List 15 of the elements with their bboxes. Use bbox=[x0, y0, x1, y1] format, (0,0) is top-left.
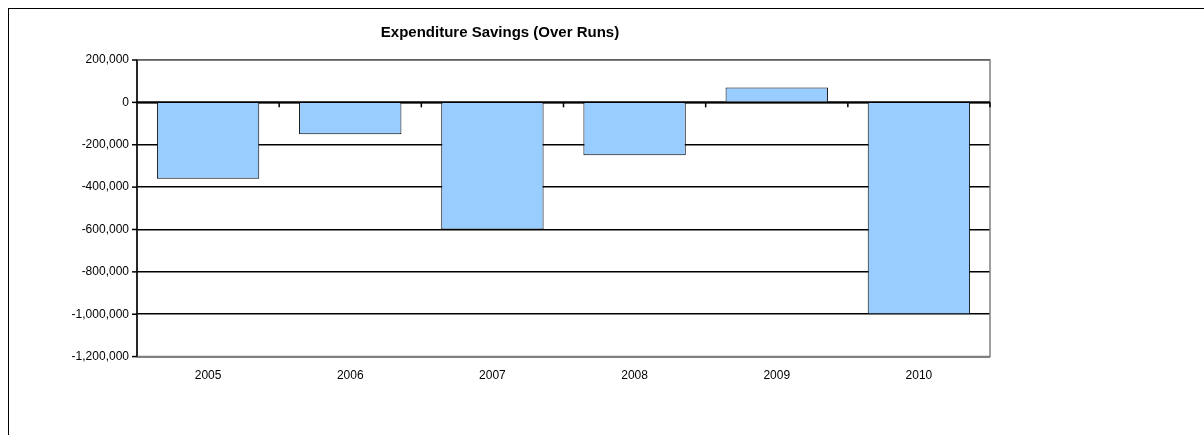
x-tick-label: 2005 bbox=[194, 368, 222, 383]
x-tick-label: 2010 bbox=[905, 368, 933, 383]
y-tick-label: -1,000,000 bbox=[71, 306, 130, 321]
chart-title: Expenditure Savings (Over Runs) bbox=[380, 23, 620, 41]
y-tick-label: 0 bbox=[122, 94, 130, 109]
x-tick-label: 2006 bbox=[336, 368, 364, 383]
y-tick-label: -1,200,000 bbox=[71, 348, 130, 363]
y-tick-label: -600,000 bbox=[81, 221, 130, 236]
y-tick-label: -800,000 bbox=[81, 264, 130, 279]
x-tick-label: 2007 bbox=[479, 368, 507, 383]
x-tick-label: 2008 bbox=[621, 368, 649, 383]
x-tick-label: 2009 bbox=[763, 368, 791, 383]
y-tick-label: -400,000 bbox=[81, 179, 130, 194]
y-tick-label: 200,000 bbox=[85, 52, 130, 67]
y-tick-label: -200,000 bbox=[81, 137, 130, 152]
